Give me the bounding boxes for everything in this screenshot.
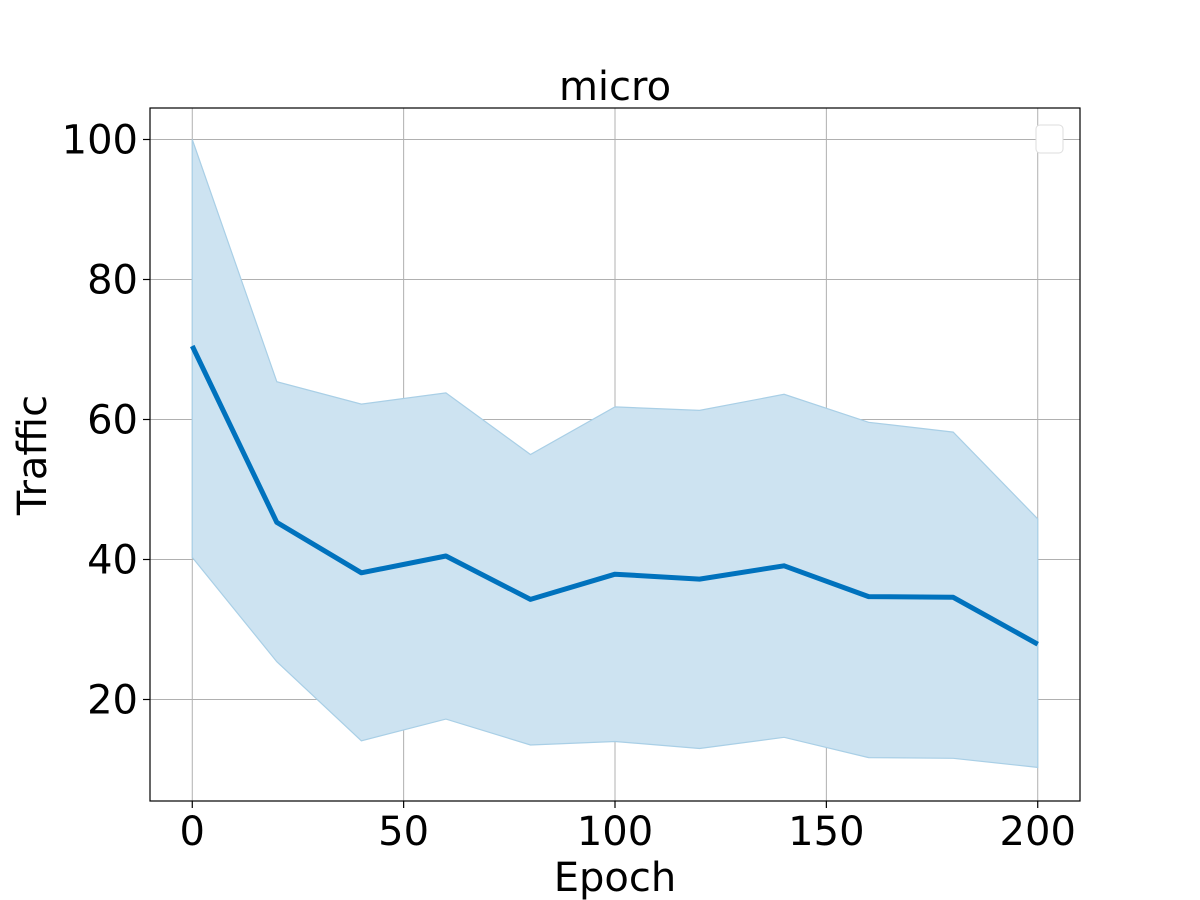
y-axis-ticks: 20 40 60 80 100 — [62, 118, 150, 724]
series-lines — [190, 344, 1039, 647]
x-tick-label: 0 — [180, 809, 205, 855]
x-tick-label: 200 — [1000, 809, 1076, 855]
y-tick-label: 100 — [62, 118, 138, 164]
x-axis-ticks: 0 50 100 150 200 — [180, 801, 1076, 855]
y-axis-label: Traffic — [10, 395, 56, 516]
band-area — [191, 139, 1039, 769]
y-tick-label: 20 — [87, 678, 138, 724]
y-tick-label: 60 — [87, 398, 138, 444]
x-tick-label: 100 — [577, 809, 653, 855]
x-axis-label: Epoch — [554, 855, 676, 900]
confidence-band — [191, 139, 1039, 769]
x-tick-label: 150 — [788, 809, 864, 855]
y-tick-label: 80 — [87, 258, 138, 304]
chart-title: micro — [559, 64, 671, 110]
y-tick-label: 40 — [87, 538, 138, 584]
empty-legend-box — [1035, 124, 1064, 154]
x-tick-label: 50 — [378, 809, 429, 855]
